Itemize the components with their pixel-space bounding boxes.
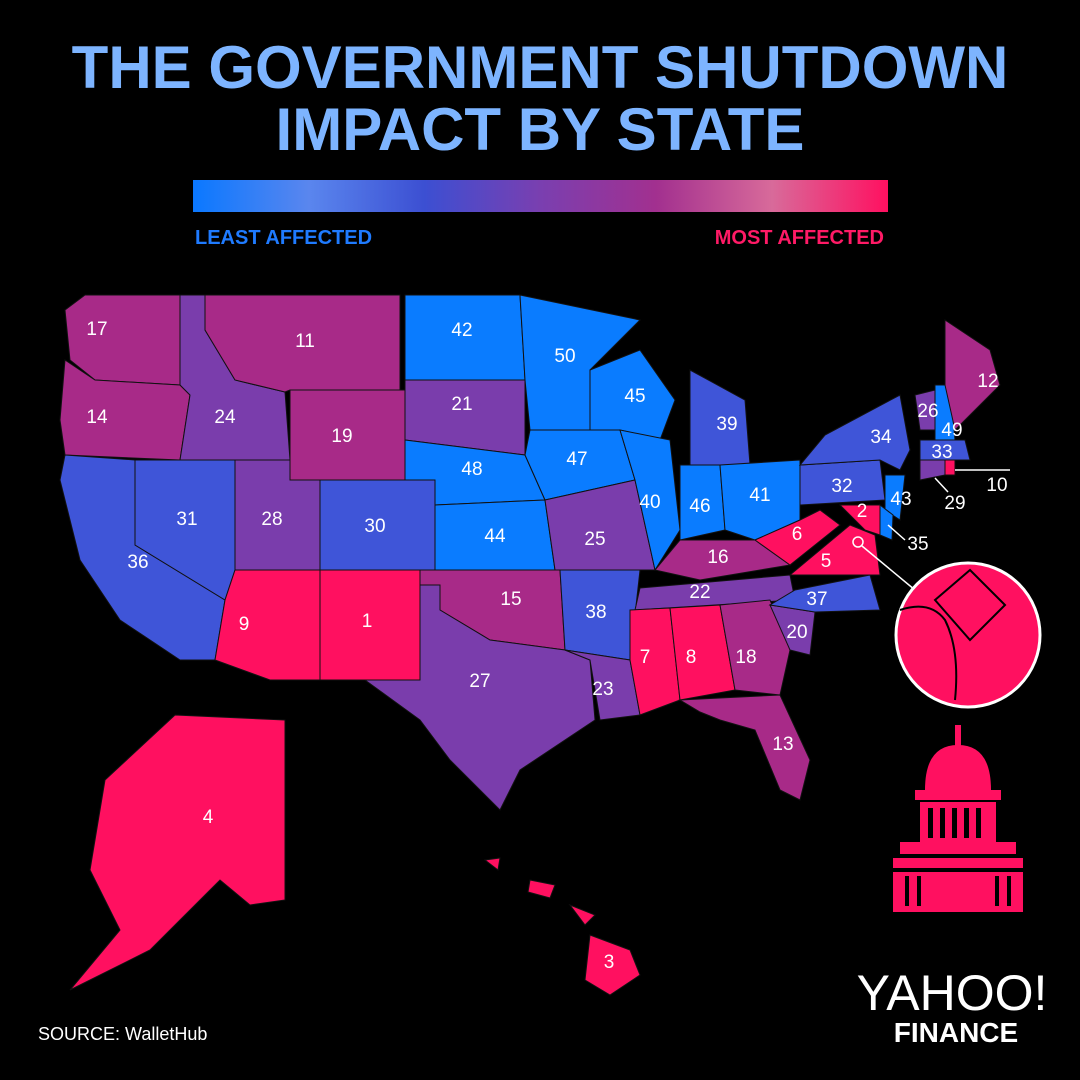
state-rank: 16 [707, 547, 728, 568]
state-rank: 12 [977, 371, 998, 392]
state-rank: 46 [689, 496, 710, 517]
state-rank: 23 [592, 679, 613, 700]
state-rank: 48 [461, 459, 482, 480]
state [483, 857, 641, 996]
state-rank: 28 [261, 509, 282, 530]
state-rank: 32 [831, 476, 852, 497]
state-rank: 49 [941, 420, 962, 441]
state-rank: 3 [604, 952, 615, 973]
state-rank: 47 [566, 449, 587, 470]
state-rank: 39 [716, 414, 737, 435]
state-rank: 50 [554, 346, 575, 367]
state [204, 294, 401, 393]
state [919, 439, 971, 461]
state-rank: 30 [364, 516, 385, 537]
legend-bar [193, 180, 888, 212]
state-rank: 19 [331, 426, 352, 447]
state-rank: 13 [772, 734, 793, 755]
state [69, 714, 286, 991]
state-rank: 45 [624, 386, 645, 407]
legend-high: MOST AFFECTED [715, 227, 884, 249]
state-rank: 31 [176, 509, 197, 530]
state-rank: 5 [821, 551, 832, 572]
state-rank: 17 [86, 319, 107, 340]
state-rank: 33 [931, 442, 952, 463]
state-rank: 7 [640, 647, 651, 668]
state-rank: 35 [907, 534, 928, 555]
state-rank: 20 [786, 622, 807, 643]
state [838, 504, 881, 536]
state-rank: 44 [484, 526, 506, 547]
state-rank: 43 [890, 489, 911, 510]
state-rank: 1 [362, 611, 373, 632]
state [629, 607, 681, 716]
state-rank: 2 [857, 501, 868, 522]
state-rank: 10 [986, 475, 1007, 496]
state-rank: 29 [944, 493, 965, 514]
state-rank: 37 [806, 589, 827, 610]
state [884, 474, 906, 521]
state [564, 649, 641, 721]
state [719, 599, 791, 696]
state [214, 569, 321, 681]
state-rank: 9 [239, 614, 250, 635]
source: SOURCE: WalletHub [38, 1024, 207, 1044]
state-rank: 24 [214, 407, 236, 428]
callouts [852, 469, 1042, 709]
state-rank: 22 [689, 582, 710, 603]
state [768, 574, 881, 613]
state-rank: 27 [469, 671, 490, 692]
state [678, 694, 811, 801]
title-line: IMPACT BY STATE [276, 96, 805, 163]
state-rank: 38 [585, 602, 606, 623]
title-line: THE GOVERNMENT SHUTDOWN [72, 34, 1009, 101]
state [798, 394, 911, 471]
capitol-icon [893, 725, 1023, 912]
state-rank: 26 [917, 401, 938, 422]
state-rank: 42 [451, 320, 472, 341]
state-rank: 41 [749, 485, 770, 506]
logo-bottom: FINANCE [894, 1017, 1018, 1048]
state-rank: 4 [203, 807, 214, 828]
state-rank: 6 [792, 524, 803, 545]
state-rank: 18 [735, 647, 756, 668]
state [619, 429, 681, 572]
state [944, 319, 1001, 431]
state-rank: 14 [86, 407, 108, 428]
state-rank: 8 [686, 647, 697, 668]
state-rank: 21 [451, 394, 472, 415]
state-rank: 34 [870, 427, 892, 448]
legend-low: LEAST AFFECTED [195, 227, 372, 249]
state [753, 509, 841, 566]
state [944, 459, 956, 476]
state-rank: 15 [500, 589, 521, 610]
state [363, 584, 596, 811]
state-rank: 25 [584, 529, 605, 550]
state-rank: 11 [295, 331, 315, 352]
logo-top: YAHOO! [857, 965, 1048, 1021]
state-rank: 36 [127, 552, 148, 573]
state-rank: 40 [639, 492, 660, 513]
